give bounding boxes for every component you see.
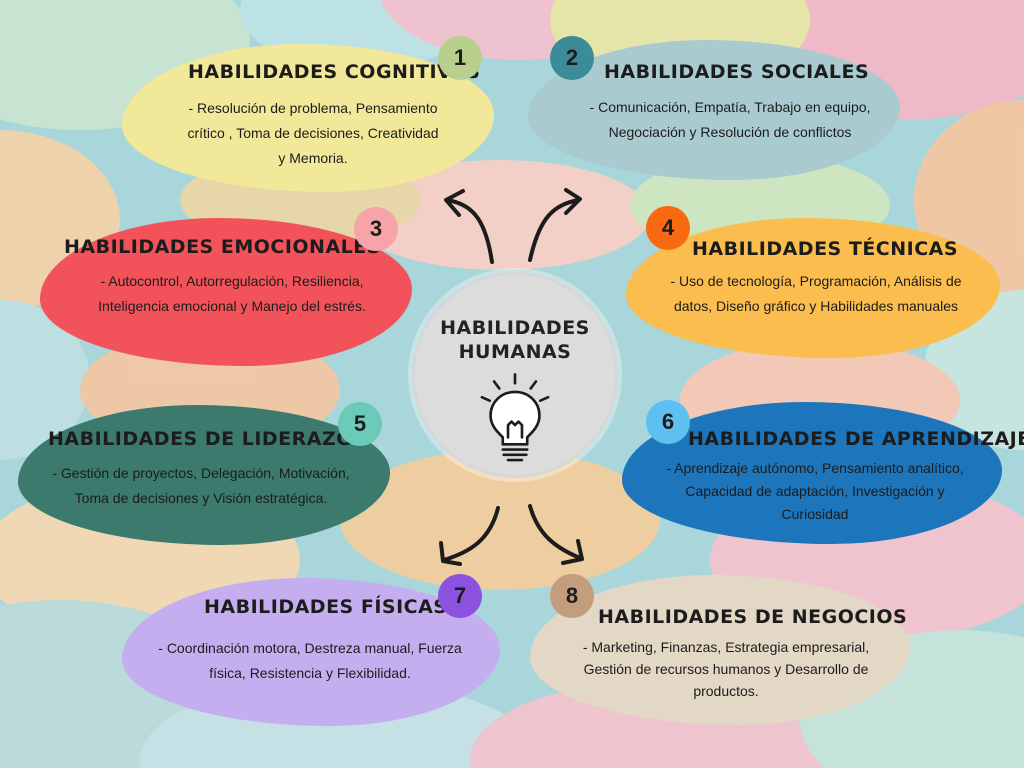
skill-card-tecnicas xyxy=(626,218,1000,358)
number-badge: 4 xyxy=(646,206,690,250)
number-badge: 3 xyxy=(354,207,398,251)
number-badge: 7 xyxy=(438,574,482,618)
skill-title: HABILIDADES SOCIALES xyxy=(604,61,870,83)
center-circle: HABILIDADES HUMANAS xyxy=(412,272,618,478)
skill-description: - Autocontrol, Autorregulación, Resilien… xyxy=(98,273,366,314)
skill-card-cognitivas xyxy=(122,44,494,192)
skill-description: - Comunicación, Empatía, Trabajo en equi… xyxy=(589,99,871,140)
skill-title: HABILIDADES DE LIDERAZGO xyxy=(48,428,370,450)
skill-description: - Resolución de problema, Pensamiento cr… xyxy=(187,100,439,166)
skill-card-fisicas xyxy=(122,578,500,726)
number-badge: 5 xyxy=(338,402,382,446)
skill-description: - Aprendizaje autónomo, Pensamiento anal… xyxy=(666,460,964,522)
center-title-line2: HUMANAS xyxy=(458,341,572,363)
skill-title: HABILIDADES DE APRENDIZAJE xyxy=(688,428,1024,450)
skill-title: HABILIDADES COGNITIVAS xyxy=(188,61,481,83)
skill-description: - Uso de tecnología, Programación, Análi… xyxy=(670,273,962,314)
center-title-line1: HABILIDADES xyxy=(440,317,590,339)
skill-title: HABILIDADES TÉCNICAS xyxy=(692,238,959,260)
number-badge: 6 xyxy=(646,400,690,444)
skill-title: HABILIDADES FÍSICAS xyxy=(204,596,448,618)
skill-description: - Coordinación motora, Destreza manual, … xyxy=(158,640,462,681)
skill-title: HABILIDADES DE NEGOCIOS xyxy=(598,606,908,628)
lightbulb-icon xyxy=(480,373,550,462)
skill-title: HABILIDADES EMOCIONALES xyxy=(64,236,381,258)
skill-card-emocionales xyxy=(40,218,412,366)
number-badge: 2 xyxy=(550,36,594,80)
skill-description: - Marketing, Finanzas, Estrategia empres… xyxy=(582,639,870,699)
skill-card-liderazgo xyxy=(18,405,390,545)
number-badge: 8 xyxy=(550,574,594,618)
skill-description: - Gestión de proyectos, Delegación, Moti… xyxy=(52,465,350,506)
number-badge: 1 xyxy=(438,36,482,80)
